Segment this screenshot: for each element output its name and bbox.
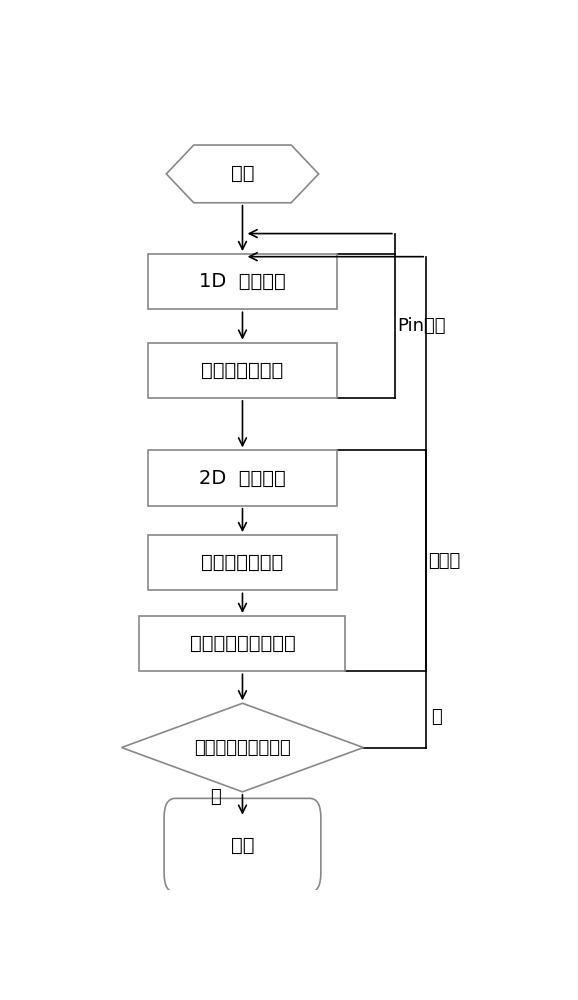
Polygon shape xyxy=(121,703,364,792)
Polygon shape xyxy=(166,145,318,203)
Text: 1D  输运计算: 1D 输运计算 xyxy=(199,272,286,291)
Text: 否: 否 xyxy=(432,708,442,726)
FancyBboxPatch shape xyxy=(139,616,346,671)
Text: Pin循环: Pin循环 xyxy=(397,317,446,335)
Text: 2D  输运计算: 2D 输运计算 xyxy=(199,469,286,488)
Text: 更新径向泄漏项: 更新径向泄漏项 xyxy=(201,553,284,572)
FancyBboxPatch shape xyxy=(164,798,321,892)
FancyBboxPatch shape xyxy=(149,450,336,506)
Text: 更新轴向泄漏项: 更新轴向泄漏项 xyxy=(201,361,284,380)
FancyBboxPatch shape xyxy=(149,535,336,590)
FancyBboxPatch shape xyxy=(149,343,336,398)
Text: 更新一维均匀化截面: 更新一维均匀化截面 xyxy=(190,634,295,653)
Text: 开始: 开始 xyxy=(231,164,254,183)
Text: 结束: 结束 xyxy=(231,836,254,855)
Text: 是: 是 xyxy=(210,788,221,806)
FancyBboxPatch shape xyxy=(149,254,336,309)
Text: 层循环: 层循环 xyxy=(428,552,461,570)
Text: 通量特征值是否收敛: 通量特征值是否收敛 xyxy=(194,739,291,757)
